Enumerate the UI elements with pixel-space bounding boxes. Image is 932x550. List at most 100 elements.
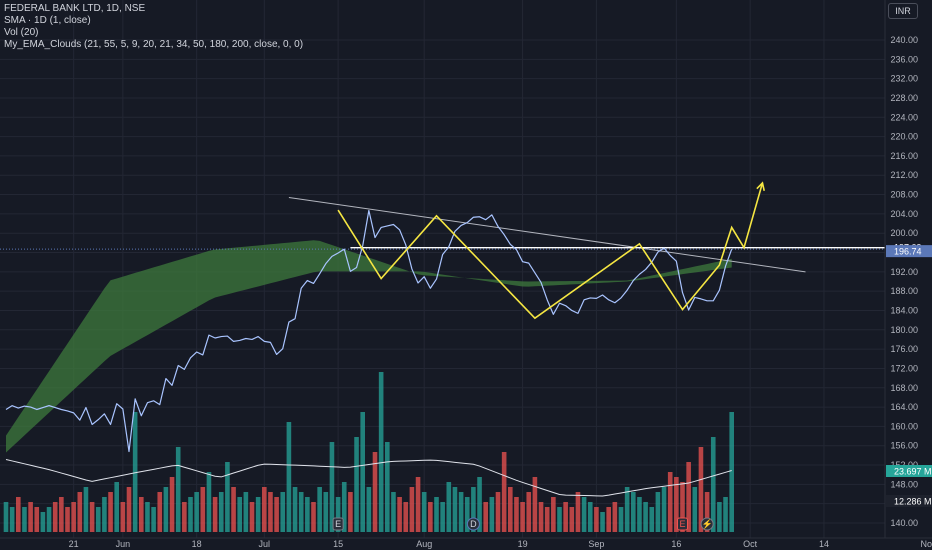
volume-bar [212,497,218,532]
volume-bar [532,477,538,532]
price-tick-label: 216.00 [890,151,918,161]
volume-bar [329,442,335,532]
volume-bar [95,507,101,532]
flash-marker[interactable]: ⚡ [700,517,714,531]
descending-trendline [288,196,806,273]
time-tick-label: Jun [116,539,131,549]
volume-bar [575,492,581,532]
time-tick-label: 18 [192,539,202,549]
time-axis-panel [0,538,932,550]
volume-bar [397,497,402,532]
time-tick-label: Nov [920,539,932,549]
price-tick-label: 200.00 [890,228,918,238]
volume-bar [563,502,568,532]
volume-bar [606,507,611,532]
pattern-arrow-head [756,181,765,191]
volume-bar [667,472,673,532]
sma-indicator-label[interactable]: SMA · 1D (1, close) [4,15,91,26]
time-tick-label: Oct [743,539,758,549]
volume-bar [200,487,206,532]
time-tick-label: 21 [69,539,79,549]
price-axis-panel [885,0,932,550]
volume-bar [40,512,46,532]
time-tick-label: 14 [819,539,829,549]
price-tick-label: 204.00 [890,209,918,219]
volume-bar [59,497,64,532]
time-axis: 21 Jun 18 Jul 15 Aug 19 Sep 16 Oct 14 Nov [69,539,932,549]
volume-bar [501,452,507,532]
volume-bar [65,507,70,532]
volume-bar [114,482,119,532]
price-tick-label: 148.00 [890,479,918,489]
price-tick-label: 240.00 [890,35,918,45]
volume-bar [680,482,685,532]
volume-bar [594,507,599,532]
volume-bar [557,507,562,532]
time-tick-label: 16 [671,539,681,549]
volume-bar [612,502,618,532]
volume-bar [132,412,138,532]
price-line [5,209,733,453]
volume-bar [348,492,353,532]
price-tick-label: 176.00 [890,344,918,354]
volume-bar [631,492,636,532]
volume-bar [526,492,532,532]
volume-indicator-label[interactable]: Vol (20) [4,27,39,38]
currency-button[interactable]: INR [888,3,918,19]
volume-bar [120,502,126,532]
earnings-marker-shape [332,517,344,531]
volume-bar [182,502,187,532]
volume-bar [335,497,341,532]
volume-bar [538,502,544,532]
volume-bar [440,502,445,532]
volume-bar [378,372,384,532]
volume-bar [637,497,642,532]
earnings-marker[interactable]: E [332,517,344,531]
volume-bar [514,497,519,532]
price-tick-label: 160.00 [890,421,918,431]
dividend-marker[interactable]: D [466,517,480,531]
volume-bar [717,502,722,532]
price-tick-label: 188.00 [890,286,918,296]
volume-bar [698,447,704,532]
volume-bar [354,437,359,532]
price-tick-label: 184.00 [890,305,918,315]
price-tick-label: 212.00 [890,170,918,180]
time-tick-label: Sep [588,539,604,549]
volume-bar [464,497,470,532]
volume-bar [471,487,476,532]
symbol-title[interactable]: FEDERAL BANK LTD, 1D, NSE [4,3,146,14]
volume-bar [52,502,58,532]
volume-bar [452,487,458,532]
earnings-marker-upcoming[interactable]: E [677,517,688,531]
price-tick-label: 208.00 [890,190,918,200]
volume-bar [477,477,482,532]
volume-bar [139,497,144,532]
ema-cloud [6,240,732,453]
volume-bar [46,507,52,532]
volume-bar [409,487,415,532]
volume-bar [151,507,156,532]
time-tick-label: 19 [518,539,528,549]
volume-bar [163,487,169,532]
volume-bar [126,487,132,532]
last-price-badge: 196.74 [894,247,922,257]
volume-bar [341,482,347,532]
ema-clouds-indicator-label[interactable]: My_EMA_Clouds (21, 55, 5, 9, 20, 21, 34,… [4,39,304,50]
volume-bar [421,492,427,532]
volume-bar [551,497,556,532]
price-tick-label: 228.00 [890,93,918,103]
volume-bar [655,492,661,532]
time-tick-label: Jul [259,539,271,549]
dividend-marker-shape [466,517,480,531]
price-tick-label: 220.00 [890,132,918,142]
volume-bar [366,487,372,532]
volume-bar [403,502,409,532]
volume-bar [372,452,378,532]
volume-bar [661,487,667,532]
volume-ma-line [5,459,732,497]
price-tick-label: 172.00 [890,363,918,373]
volume-bar [317,487,322,532]
volume-bar [262,487,267,532]
